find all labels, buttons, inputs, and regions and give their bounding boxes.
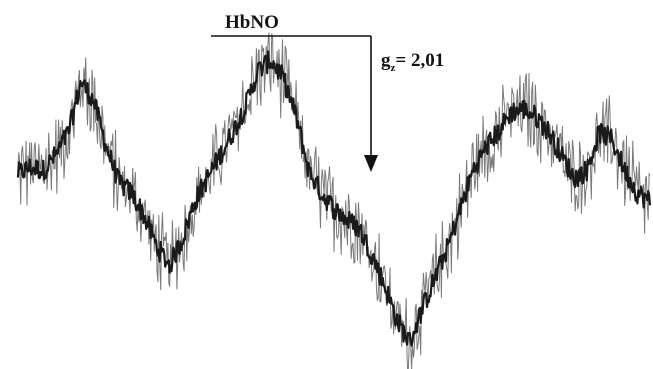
g-factor-label: gz= 2,01 <box>381 50 444 74</box>
g-subscript: z <box>391 62 396 74</box>
spectrum-noise-trace <box>17 32 651 369</box>
series-line <box>16 50 652 347</box>
spectrum-main-trace <box>16 50 652 347</box>
g-value: = 2,01 <box>395 50 444 71</box>
hbno-label: HbNO <box>225 12 279 33</box>
g-symbol: g <box>381 50 391 71</box>
hbno-annotation: HbNO gz= 2,01 <box>211 12 444 172</box>
series-noise-line <box>17 32 651 369</box>
arrow-down-icon <box>364 155 378 172</box>
